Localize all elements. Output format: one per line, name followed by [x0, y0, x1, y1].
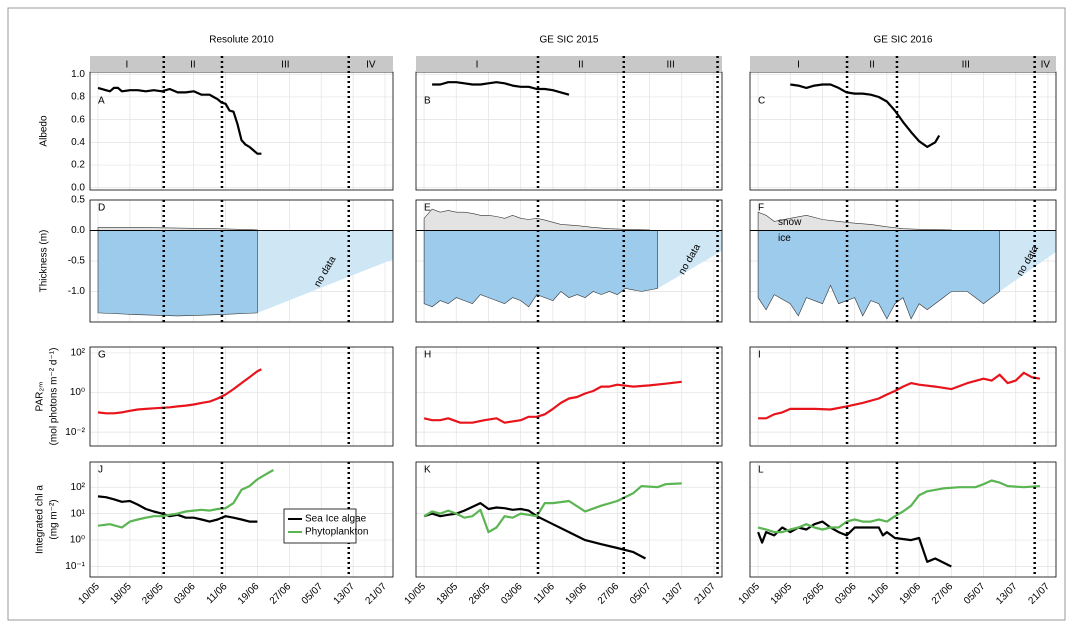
data-line [423, 502, 647, 560]
data-area [423, 230, 658, 308]
phase-label: I [476, 60, 479, 71]
panel-letter: A [98, 96, 105, 107]
plot-area [750, 347, 1056, 446]
y-tick-label: 0.6 [71, 114, 85, 125]
y-tick-label: -0.5 [68, 256, 86, 267]
data-line [790, 83, 941, 148]
y-tick-label: 0.2 [71, 160, 85, 171]
phase-label: I [125, 60, 128, 71]
phase-label: III [666, 60, 674, 71]
data-line [758, 371, 1041, 420]
panel-letter: K [424, 465, 431, 476]
y-axis-label: Thickness (m) [39, 230, 50, 293]
phase-label: II [578, 60, 584, 71]
y-axis-label: (mg m⁻²) [49, 499, 60, 539]
plot-area [416, 462, 722, 577]
plot-frame [89, 199, 394, 323]
phase-label: IV [366, 60, 376, 71]
panel-letter: E [424, 203, 431, 214]
y-tick-label: -1.0 [68, 286, 86, 297]
data-area [757, 230, 1000, 320]
plot-frame [749, 461, 1057, 578]
y-tick-label: 1.0 [71, 69, 85, 80]
y-tick-label: 10² [71, 482, 86, 493]
data-area [423, 208, 650, 231]
phase-bar [750, 56, 1056, 72]
plot-frame [89, 346, 394, 447]
panel-letter: F [758, 203, 764, 214]
plot-area [750, 72, 1056, 190]
y-tick-label: 10² [71, 348, 86, 359]
no-data-region [257, 230, 393, 313]
phase-bar [90, 56, 393, 72]
y-axis-label: Albedo [39, 115, 50, 147]
legend-label: Sea Ice algae [305, 514, 367, 525]
plot-area [90, 347, 393, 446]
data-line [97, 495, 258, 523]
data-line [423, 380, 682, 424]
plot-area [416, 347, 722, 446]
no-data-region [657, 230, 722, 289]
plot-frame [415, 346, 723, 447]
data-line [757, 479, 1040, 534]
y-tick-label: 0.8 [71, 92, 85, 103]
phase-label: II [190, 60, 196, 71]
y-tick-label: 10⁻¹ [65, 561, 85, 572]
data-line [423, 482, 682, 534]
y-tick-label: 0.0 [71, 182, 85, 193]
plot-area [416, 72, 722, 190]
y-axis-label: (mol photons m⁻² d⁻¹) [49, 348, 60, 446]
legend-label: Phytoplankton [305, 527, 368, 538]
plot-area [750, 462, 1056, 577]
panel-letter: G [98, 350, 106, 361]
phase-label: III [962, 60, 970, 71]
series-label: ice [778, 233, 791, 244]
y-tick-label: 10⁰ [70, 535, 85, 546]
panel-letter: D [98, 203, 105, 214]
plot-frame [749, 199, 1057, 323]
plot-frame [415, 199, 723, 323]
plot-frame [415, 461, 723, 578]
panel-letter: B [424, 96, 431, 107]
data-line [432, 81, 570, 96]
y-tick-label: 0.5 [71, 195, 85, 206]
y-tick-label: 10⁻² [65, 427, 85, 438]
panel-letter: L [758, 465, 764, 476]
no-data-region [999, 230, 1056, 292]
data-line [97, 86, 262, 155]
data-line [97, 469, 274, 529]
phase-label: II [869, 60, 875, 71]
phase-label: I [797, 60, 800, 71]
column-title: Resolute 2010 [209, 35, 274, 46]
legend-box [283, 508, 357, 544]
phase-bar [416, 56, 722, 72]
column-title: GE SIC 2015 [540, 35, 599, 46]
data-line [97, 368, 262, 415]
y-tick-label: 0.4 [71, 137, 85, 148]
column-title: GE SIC 2016 [874, 35, 933, 46]
plot-frame [749, 346, 1057, 447]
phase-label: III [281, 60, 289, 71]
y-tick-label: 10⁰ [70, 387, 85, 398]
data-line [757, 520, 952, 568]
phase-label: IV [1041, 60, 1051, 71]
series-label: snow [778, 217, 802, 228]
panel-letter: C [758, 96, 765, 107]
panel-letter: I [758, 350, 761, 361]
panel-letter: H [424, 350, 431, 361]
data-area [97, 230, 258, 317]
y-tick-label: 10¹ [71, 508, 86, 519]
data-area [757, 211, 952, 231]
y-tick-label: 0.0 [71, 225, 85, 236]
panel-letter: J [98, 465, 103, 476]
plot-frame [89, 461, 394, 578]
y-axis-label: Integrated chl a [35, 485, 46, 554]
y-axis-label: PAR₂ₘ [35, 382, 46, 412]
